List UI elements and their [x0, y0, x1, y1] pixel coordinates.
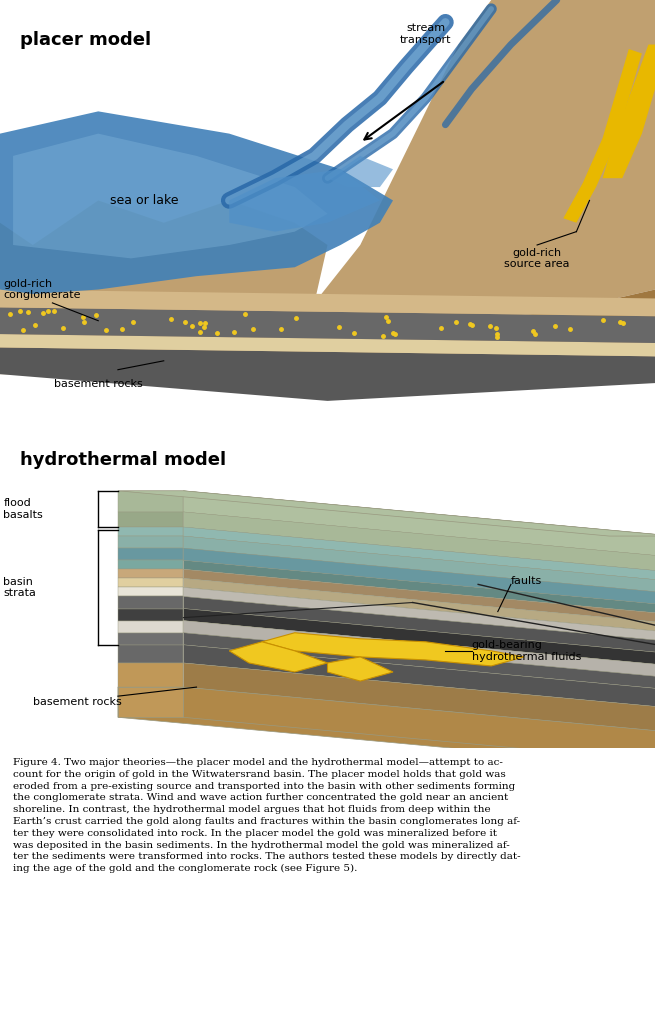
Bar [118, 621, 183, 633]
Polygon shape [0, 290, 655, 374]
Polygon shape [183, 527, 655, 582]
Polygon shape [183, 663, 655, 732]
Polygon shape [183, 560, 655, 614]
Polygon shape [183, 537, 655, 594]
Polygon shape [183, 645, 655, 709]
Bar [118, 579, 183, 588]
Bar [118, 633, 183, 645]
Polygon shape [183, 579, 655, 633]
Polygon shape [0, 290, 655, 316]
Bar [118, 645, 183, 663]
Bar [118, 548, 183, 560]
Polygon shape [183, 548, 655, 605]
Polygon shape [13, 133, 328, 258]
Polygon shape [0, 112, 393, 294]
Polygon shape [0, 334, 655, 356]
Bar [118, 537, 183, 548]
Polygon shape [118, 687, 655, 732]
Polygon shape [183, 588, 655, 642]
Polygon shape [0, 0, 328, 311]
Polygon shape [563, 49, 642, 223]
Bar [118, 569, 183, 579]
Polygon shape [0, 307, 655, 343]
Polygon shape [603, 44, 655, 178]
Polygon shape [183, 621, 655, 678]
Text: sea or lake: sea or lake [110, 194, 178, 207]
Polygon shape [314, 0, 655, 321]
Text: gold-bearing
hydrothermal fluids: gold-bearing hydrothermal fluids [472, 640, 581, 662]
Polygon shape [183, 596, 655, 654]
Polygon shape [118, 687, 609, 763]
Bar [118, 588, 183, 596]
Polygon shape [183, 633, 655, 690]
Text: flood
basalts: flood basalts [3, 498, 43, 519]
Bar [118, 596, 183, 608]
Polygon shape [183, 548, 655, 605]
Text: stream
transport: stream transport [400, 23, 451, 44]
Bar [118, 663, 183, 687]
Polygon shape [118, 490, 655, 537]
Bar [118, 608, 183, 621]
Polygon shape [118, 687, 183, 717]
Polygon shape [183, 490, 655, 557]
Bar [118, 490, 183, 512]
Text: faults: faults [511, 577, 542, 587]
Bar [118, 560, 183, 569]
Polygon shape [183, 537, 655, 594]
Polygon shape [183, 687, 655, 763]
Polygon shape [328, 657, 393, 681]
Text: placer model: placer model [20, 31, 151, 49]
Polygon shape [183, 527, 655, 582]
Bar [118, 527, 183, 537]
Polygon shape [183, 490, 655, 557]
Polygon shape [183, 608, 655, 666]
Text: basement rocks: basement rocks [54, 379, 143, 389]
Polygon shape [328, 156, 393, 187]
Polygon shape [229, 642, 328, 672]
Polygon shape [183, 569, 655, 624]
Polygon shape [229, 169, 380, 231]
Polygon shape [0, 347, 655, 401]
Text: hydrothermal model: hydrothermal model [20, 452, 226, 469]
Text: gold-rich
source area: gold-rich source area [504, 248, 570, 269]
Polygon shape [262, 633, 524, 666]
Polygon shape [314, 290, 655, 366]
Bar [118, 512, 183, 527]
Text: Figure 4. Two major theories—the placer model and the hydrothermal model—attempt: Figure 4. Two major theories—the placer … [13, 758, 521, 873]
Text: basin
strata: basin strata [3, 577, 36, 598]
Text: basement rocks: basement rocks [33, 697, 121, 708]
Text: gold-rich
conglomerate: gold-rich conglomerate [3, 279, 81, 300]
Polygon shape [183, 512, 655, 572]
Polygon shape [183, 512, 655, 572]
